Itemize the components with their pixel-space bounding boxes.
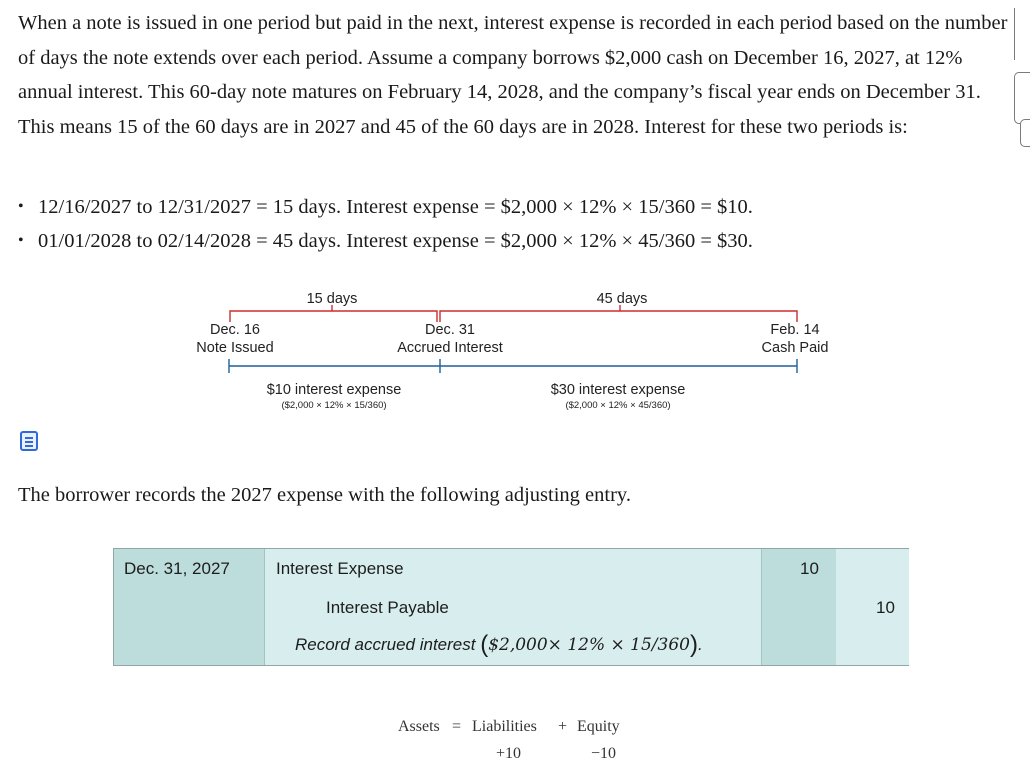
entry-intro-text: The borrower records the 2027 expense wi… xyxy=(18,484,631,506)
span-45-days-label: 45 days xyxy=(596,291,648,307)
span-15-days-label: 15 days xyxy=(306,291,358,307)
bullet-2028: 01/01/2028 to 02/14/2028 = 45 days. Inte… xyxy=(18,224,753,258)
interest-timeline: 15 days 45 days Dec. 16 Note Issued Dec.… xyxy=(196,291,829,411)
bracket-15-days xyxy=(229,305,438,322)
point-dec-31-label: Accrued Interest xyxy=(397,340,503,356)
expense-2028-text: $30 interest expense xyxy=(550,382,686,398)
expense-2027-calc: ($2,000 × 12% × 15/360) xyxy=(281,400,387,411)
expense-2027-text: $10 interest expense xyxy=(266,382,402,398)
memo-formula: $2,000× 12% × 15/360 xyxy=(488,635,690,655)
journal-debit-column: 10 xyxy=(761,549,836,665)
bullet-2027: 12/16/2027 to 12/31/2027 = 15 days. Inte… xyxy=(18,190,753,224)
point-dec-16-date: Dec. 16 xyxy=(210,322,260,338)
equation-liabilities: Liabilities xyxy=(472,718,537,735)
interest-bullets: 12/16/2027 to 12/31/2027 = 15 days. Inte… xyxy=(18,190,753,258)
debit-amount: 10 xyxy=(800,559,819,578)
journal-account-column: Interest Expense Interest Payable Record… xyxy=(265,549,761,665)
expense-2028-calc: ($2,000 × 12% × 45/360) xyxy=(565,400,671,411)
intro-paragraph: When a note is issued in one period but … xyxy=(18,12,1008,138)
point-feb-14-label: Cash Paid xyxy=(761,340,829,356)
point-feb-14-date: Feb. 14 xyxy=(770,322,820,338)
memo-end: . xyxy=(697,635,703,654)
equation-equals: = xyxy=(452,718,462,735)
equity-change: −10 xyxy=(591,745,617,762)
journal-date-column: Dec. 31, 2027 xyxy=(114,549,265,665)
timeline-graphic xyxy=(228,305,798,373)
bracket-45-days xyxy=(439,305,798,322)
journal-date: Dec. 31, 2027 xyxy=(124,559,230,578)
journal-memo: Record accrued interest ($2,000× 12% × 1… xyxy=(295,631,703,658)
journal-entry-table: Dec. 31, 2027 Interest Expense Interest … xyxy=(113,548,909,666)
side-widget-bottom[interactable] xyxy=(1020,119,1030,147)
equation-assets: Assets xyxy=(398,718,440,735)
notes-icon[interactable] xyxy=(20,431,38,451)
side-widget-top[interactable] xyxy=(1014,8,1030,60)
equation-equity: Equity xyxy=(577,718,620,735)
equation-plus: + xyxy=(558,718,568,735)
memo-text: Record accrued interest xyxy=(295,635,481,654)
point-dec-31-date: Dec. 31 xyxy=(425,322,475,338)
debit-account: Interest Expense xyxy=(276,559,404,578)
liabilities-change: +10 xyxy=(496,745,522,762)
credit-amount: 10 xyxy=(876,598,895,617)
journal-credit-column: 10 xyxy=(836,549,909,665)
credit-account: Interest Payable xyxy=(326,598,449,617)
point-dec-16-label: Note Issued xyxy=(196,340,274,356)
